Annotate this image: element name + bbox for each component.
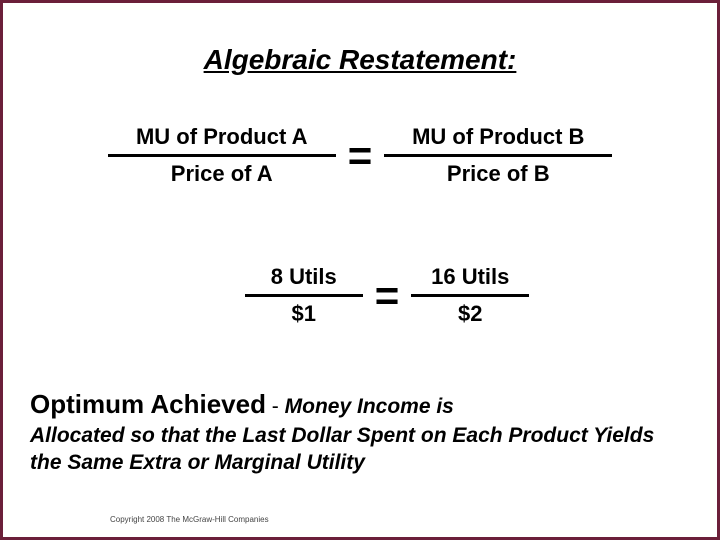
equals-sign: = — [375, 272, 400, 320]
denominator-price-a: Price of A — [163, 157, 281, 191]
copyright-text: Copyright 2008 The McGraw-Hill Companies — [110, 515, 269, 524]
denominator-dollar-b: $2 — [450, 297, 490, 331]
fraction-utils-a: 8 Utils $1 — [245, 260, 363, 331]
slide-title: Algebraic Restatement: — [0, 44, 720, 76]
conclusion-rest1: Money Income is — [285, 395, 454, 418]
equals-sign: = — [348, 132, 373, 180]
conclusion-dash: - — [266, 395, 285, 418]
numerator-mu-a: MU of Product A — [128, 120, 316, 154]
denominator-price-b: Price of B — [439, 157, 558, 191]
numerator-utils-b: 16 Utils — [423, 260, 517, 294]
numerator-mu-b: MU of Product B — [404, 120, 592, 154]
fraction-mu-b: MU of Product B Price of B — [384, 120, 612, 191]
fraction-mu-a: MU of Product A Price of A — [108, 120, 336, 191]
numerator-utils-a: 8 Utils — [263, 260, 345, 294]
equation-numeric: 8 Utils $1 = 16 Utils $2 — [0, 260, 720, 331]
conclusion-rest2: Allocated so that the Last Dollar Spent … — [30, 422, 690, 477]
conclusion-lead: Optimum Achieved — [30, 389, 266, 419]
equation-general: MU of Product A Price of A = MU of Produ… — [0, 120, 720, 191]
denominator-dollar-a: $1 — [283, 297, 323, 331]
conclusion-text: Optimum Achieved - Money Income is Alloc… — [0, 388, 720, 476]
fraction-utils-b: 16 Utils $2 — [411, 260, 529, 331]
